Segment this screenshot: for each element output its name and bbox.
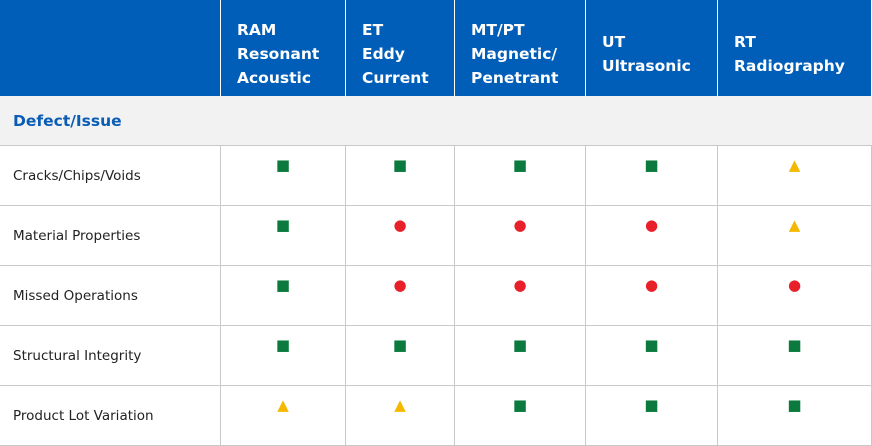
rating-symbol: ● xyxy=(586,206,718,266)
rating-symbol: ■ xyxy=(455,146,586,206)
rating-symbol: ■ xyxy=(346,326,455,386)
rating-symbol: ■ xyxy=(586,386,718,446)
rating-symbol: ■ xyxy=(346,146,455,206)
rating-symbol: ▲ xyxy=(221,386,346,446)
column-header: ET Eddy Current xyxy=(346,0,455,96)
rating-symbol: ● xyxy=(718,266,872,326)
rating-symbol: ■ xyxy=(586,326,718,386)
column-header: UT Ultrasonic xyxy=(586,0,718,96)
rating-symbol: ● xyxy=(455,266,586,326)
row-label: Material Properties xyxy=(0,206,221,266)
row-label: Structural Integrity xyxy=(0,326,221,386)
column-header: RAM Resonant Acoustic xyxy=(221,0,346,96)
column-header: MT/PT Magnetic/ Penetrant xyxy=(455,0,586,96)
rating-symbol: ■ xyxy=(455,326,586,386)
rating-symbol: ■ xyxy=(221,146,346,206)
rating-symbol: ● xyxy=(586,266,718,326)
rating-symbol: ▲ xyxy=(346,386,455,446)
rating-symbol: ● xyxy=(346,206,455,266)
row-label: Product Lot Variation xyxy=(0,386,221,446)
section-header: Defect/Issue xyxy=(0,96,872,146)
rating-symbol: ■ xyxy=(455,386,586,446)
rating-symbol: ■ xyxy=(718,386,872,446)
rating-symbol: ■ xyxy=(221,266,346,326)
rating-symbol: ● xyxy=(346,266,455,326)
rating-symbol: ● xyxy=(455,206,586,266)
rating-symbol: ▲ xyxy=(718,146,872,206)
rating-symbol: ■ xyxy=(221,206,346,266)
header-corner xyxy=(0,0,221,96)
rating-symbol: ■ xyxy=(718,326,872,386)
rating-symbol: ▲ xyxy=(718,206,872,266)
row-label: Missed Operations xyxy=(0,266,221,326)
row-label: Cracks/Chips/Voids xyxy=(0,146,221,206)
column-header: RT Radiography xyxy=(718,0,872,96)
rating-symbol: ■ xyxy=(221,326,346,386)
rating-symbol: ■ xyxy=(586,146,718,206)
